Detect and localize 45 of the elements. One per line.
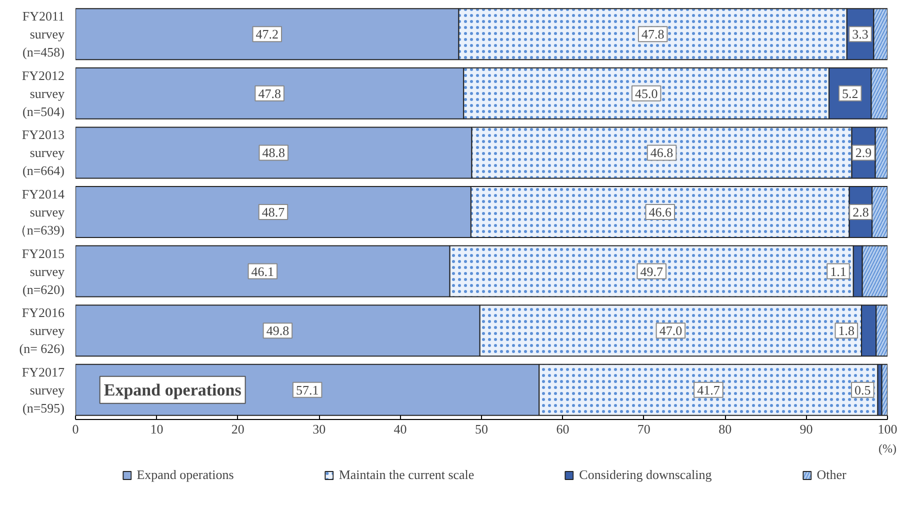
x-tick-label: 0	[72, 422, 79, 436]
x-tick-label: 90	[800, 422, 813, 436]
data-label: 47.8	[641, 26, 664, 42]
x-tick-label: 30	[312, 422, 326, 436]
x-tick-label: 10	[150, 422, 164, 436]
data-label: 46.8	[650, 145, 674, 160]
data-label: 46.6	[648, 204, 672, 220]
data-label: 0.5	[854, 382, 871, 398]
data-label: 48.8	[262, 145, 286, 160]
data-label: 2.9	[855, 145, 872, 160]
x-tick-label: 40	[394, 422, 407, 436]
data-label: 1.8	[838, 323, 855, 338]
y-tick-label: FY2017 survey (n=595)	[22, 364, 65, 416]
data-label: 46.1	[251, 264, 274, 279]
data-label: 47.0	[659, 323, 682, 338]
y-tick-label: FY2014 survey （n=639)	[14, 186, 65, 238]
data-label: 41.7	[697, 382, 720, 398]
data-label: 1.1	[830, 264, 846, 279]
x-tick-label: 70	[637, 422, 650, 436]
data-label: 49.8	[266, 323, 290, 338]
data-label: 49.7	[640, 264, 664, 279]
x-tick-label: 100	[878, 422, 898, 436]
data-label: 48.7	[262, 204, 286, 220]
annotation: Expand operations	[104, 380, 242, 400]
x-tick-label: 60	[556, 422, 570, 436]
data-label: 45.0	[634, 86, 658, 101]
x-tick-label: 50	[475, 422, 488, 436]
data-label: 2.8	[852, 204, 869, 220]
data-label: 47.8	[258, 86, 281, 101]
y-tick-label: FY2015 survey (n=620)	[22, 246, 65, 297]
legend-label: Maintain the current scale	[338, 467, 474, 483]
y-tick-label: FY2011 survey (n=458)	[22, 8, 65, 60]
legend-label: Expand operations	[136, 467, 234, 483]
x-tick-label: 80	[718, 422, 732, 436]
legend-label: Considering downscaling	[579, 467, 712, 483]
y-tick-label: FY2016 survey (n= 626)	[19, 305, 65, 356]
data-label: 57.1	[296, 382, 319, 398]
x-axis-title: (%)	[878, 442, 897, 456]
y-tick-label: FY2013 survey (n=664)	[22, 127, 65, 178]
data-label: 3.3	[852, 26, 868, 42]
data-label: 5.2	[842, 86, 858, 101]
data-label: 47.2	[256, 26, 279, 42]
legend-label: Other	[816, 467, 846, 483]
x-tick-label: 20	[231, 422, 244, 436]
y-tick-label: FY2012 survey (n=504)	[22, 68, 65, 119]
